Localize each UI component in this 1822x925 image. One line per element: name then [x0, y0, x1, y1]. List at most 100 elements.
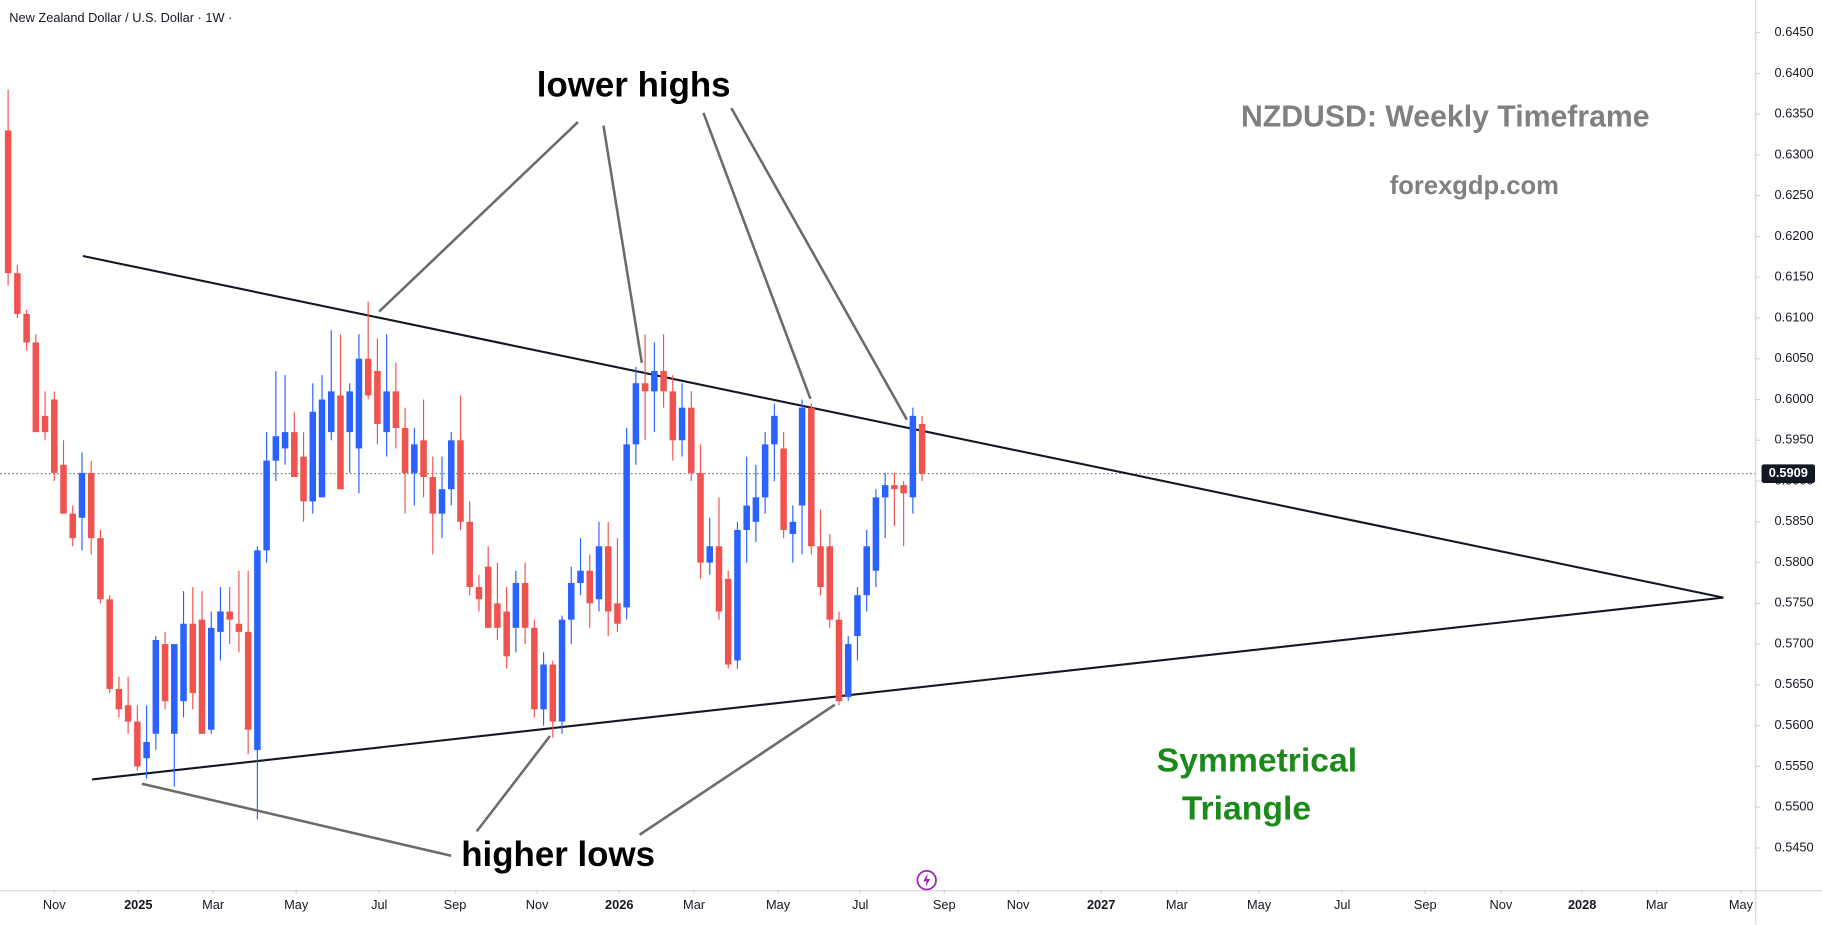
candle-body: [161, 644, 169, 702]
source: forexgdp.com: [1390, 172, 1559, 200]
y-tick-label: 0.5550: [1775, 758, 1814, 773]
candle-body: [244, 631, 252, 730]
x-tick-label: 2028: [1568, 897, 1596, 912]
y-tick-label: 0.6000: [1775, 391, 1814, 406]
x-tick-label: Mar: [1646, 897, 1669, 912]
candle-body: [660, 370, 667, 392]
candle-body: [669, 391, 677, 441]
candle-body: [106, 599, 113, 689]
candle-body: [420, 440, 427, 477]
candle-body: [844, 644, 852, 698]
x-tick-label: Nov: [1007, 897, 1030, 912]
candle-body: [337, 395, 344, 490]
candle-body: [429, 476, 437, 514]
candle-body: [14, 273, 21, 314]
candle-body: [4, 130, 12, 274]
candle-body: [78, 472, 86, 518]
candle-body: [872, 497, 880, 571]
y-tick-label: 0.6100: [1775, 309, 1814, 324]
y-tick-label: 0.5500: [1775, 799, 1814, 814]
y-tick-label: 0.6250: [1775, 187, 1814, 202]
candle-body: [364, 358, 372, 396]
candle-body: [577, 570, 584, 583]
candle-body: [60, 464, 67, 514]
candle-body: [69, 513, 77, 539]
candle-body: [697, 472, 704, 563]
candle-body: [226, 611, 233, 620]
x-tick-label: Mar: [683, 897, 706, 912]
candle-body: [743, 505, 750, 530]
candle-body: [771, 415, 778, 445]
candle-body: [23, 313, 30, 343]
candle-body: [411, 444, 418, 473]
pointer: [378, 121, 579, 313]
x-tick-label: May: [1247, 897, 1272, 912]
candle-body: [521, 582, 529, 628]
candle-body: [568, 582, 575, 620]
candle-body: [586, 570, 593, 604]
y-tick-label: 0.6050: [1775, 350, 1814, 365]
y-tick-label: 0.5600: [1775, 717, 1814, 732]
candle-body: [558, 619, 566, 722]
events-icon[interactable]: [916, 870, 937, 891]
pattern-label: Triangle: [1182, 789, 1311, 827]
y-tick-label: 0.6300: [1775, 146, 1814, 161]
candle-body: [780, 448, 787, 530]
x-tick-label: Jul: [1334, 897, 1350, 912]
events-icon-bolt[interactable]: [923, 873, 931, 888]
candle-body: [494, 603, 501, 628]
candle-body: [817, 546, 824, 588]
candle-body: [152, 640, 160, 734]
x-tick-label: May: [284, 897, 309, 912]
candle-body: [235, 623, 243, 632]
candle-body: [457, 440, 464, 522]
candle-body: [614, 603, 621, 624]
x-tick-label: Jul: [371, 897, 387, 912]
pointers: [141, 107, 909, 858]
y-tick-label: 0.6450: [1775, 24, 1814, 39]
candle-body: [854, 595, 861, 636]
x-tick-label: Mar: [1166, 897, 1189, 912]
candle-body: [688, 407, 695, 473]
candle-body: [263, 460, 270, 551]
candle-body: [549, 664, 557, 722]
trendline: [92, 596, 1724, 781]
candle-body: [355, 358, 363, 449]
candle-body: [734, 529, 741, 661]
candle-body: [808, 407, 815, 547]
candle-body: [531, 627, 538, 710]
trendline: [82, 255, 1724, 599]
candle-body: [309, 411, 317, 502]
candle-body: [604, 546, 612, 612]
candle-body: [346, 391, 353, 433]
annotation: lower highs: [537, 65, 731, 104]
candle-body: [171, 644, 178, 734]
candle-body: [789, 521, 797, 535]
candle-body: [198, 619, 206, 734]
y-tick-label: 0.6350: [1775, 106, 1814, 121]
pointer: [141, 782, 452, 858]
candle-body: [909, 415, 917, 498]
candle-body: [863, 546, 870, 596]
last-price-label: 0.5909: [1769, 465, 1808, 480]
candle-body: [706, 546, 714, 563]
candle-body: [291, 432, 298, 477]
candle-body: [918, 423, 926, 474]
candle-body: [392, 391, 400, 429]
candle-body: [448, 440, 455, 490]
candle-body: [752, 497, 760, 522]
candle-body: [134, 721, 141, 767]
chart-title: New Zealand Dollar / U.S. Dollar · 1W ·: [9, 10, 232, 25]
y-tick-label: 0.5700: [1775, 635, 1814, 650]
candle-body: [115, 688, 123, 710]
candle-body: [484, 566, 492, 628]
candle-body: [207, 627, 215, 730]
y-tick-label: 0.6200: [1775, 228, 1814, 243]
candle-body: [281, 432, 289, 449]
y-tick-label: 0.5850: [1775, 513, 1814, 528]
x-tick-label: May: [766, 897, 791, 912]
candle-body: [466, 521, 473, 588]
y-tick-label: 0.5750: [1775, 595, 1814, 610]
annotation: higher lows: [461, 835, 655, 874]
